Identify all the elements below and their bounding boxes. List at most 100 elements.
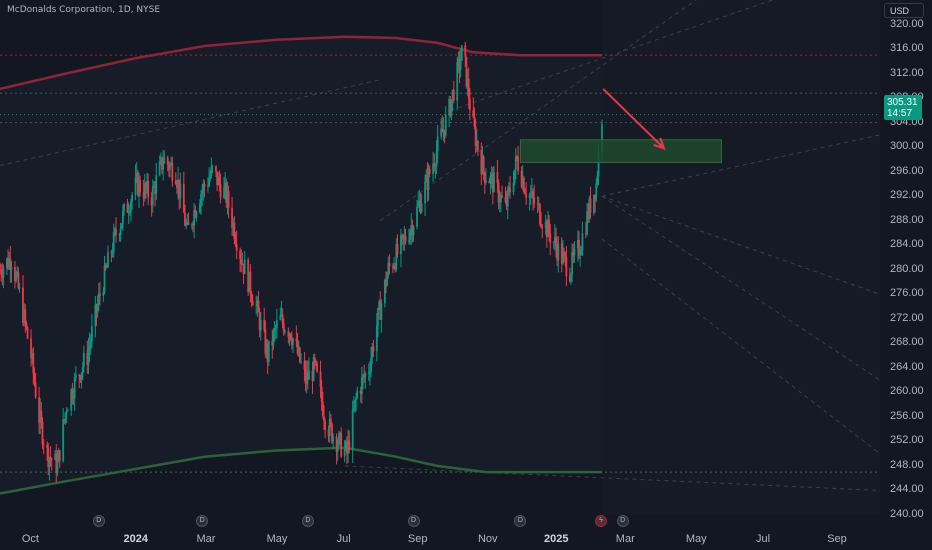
candle-body <box>211 166 214 167</box>
candle-body <box>420 203 423 213</box>
candle-body <box>64 412 67 421</box>
candle-body <box>58 450 61 461</box>
candle-body <box>142 192 145 198</box>
candle-body <box>428 168 431 174</box>
candle-body <box>289 333 292 339</box>
candle-body <box>573 248 576 256</box>
candle-body <box>464 45 467 57</box>
price-tick-label: 316.00 <box>890 42 924 55</box>
candle-body <box>552 242 555 244</box>
candle-body <box>594 194 596 200</box>
candle-body <box>585 233 587 235</box>
candle-body <box>240 258 243 264</box>
candle-body <box>491 173 494 193</box>
dividend-marker-icon[interactable]: D <box>616 515 629 527</box>
candle-body <box>418 200 421 204</box>
candle-body <box>369 371 371 373</box>
candle-body <box>533 197 536 204</box>
candle-body <box>24 309 27 323</box>
candle-body <box>226 190 229 203</box>
candle-body <box>354 399 356 409</box>
candle-body <box>343 448 346 457</box>
price-tick-label: 276.00 <box>890 287 924 300</box>
dividend-marker-icon[interactable]: D <box>407 515 420 527</box>
candle-body <box>539 204 541 224</box>
candle-body <box>218 176 221 185</box>
candle-body <box>233 222 236 240</box>
candle-body <box>113 229 116 232</box>
candle-body <box>497 182 500 203</box>
candle-body <box>50 458 53 460</box>
candle-body <box>426 174 429 191</box>
candle-body <box>119 228 122 235</box>
candle-body <box>241 263 244 265</box>
candle-body <box>363 375 366 378</box>
candle-body <box>483 172 486 183</box>
candle-body <box>377 308 379 326</box>
candle-body <box>560 243 563 264</box>
price-tick-label: 272.00 <box>890 311 924 324</box>
candle-body <box>143 183 146 198</box>
candle-body <box>402 235 405 239</box>
candle-body <box>544 221 547 228</box>
candle-body <box>10 266 13 270</box>
price-tick-label: 268.00 <box>890 336 924 349</box>
candle-body <box>190 224 193 226</box>
dividend-marker-icon[interactable]: D <box>196 515 209 527</box>
time-tick-label: Jul <box>755 533 771 545</box>
candle-body <box>47 447 50 468</box>
candle-body <box>177 179 179 188</box>
candle-body <box>16 271 19 275</box>
candle-body <box>375 325 378 352</box>
dividend-marker-icon[interactable]: D <box>301 515 314 527</box>
candle-body <box>435 151 438 167</box>
candle-body <box>167 164 170 170</box>
candle-body <box>386 275 389 286</box>
candle-body <box>410 225 413 232</box>
candle-body <box>33 373 36 384</box>
candle-body <box>336 444 339 452</box>
candle-body <box>427 168 430 191</box>
currency-selector[interactable]: USD <box>884 3 924 18</box>
candle-body <box>158 161 161 176</box>
candle-body <box>513 169 516 184</box>
candle-body <box>331 423 333 442</box>
overlay-layer <box>0 88 880 163</box>
candle-body <box>383 279 386 304</box>
candle-body <box>295 338 298 342</box>
candle-body <box>525 193 528 198</box>
candle-body <box>512 183 515 193</box>
candle-body <box>385 279 387 286</box>
candle-body <box>370 357 372 372</box>
candle-body <box>110 252 113 254</box>
price-tick-label: 280.00 <box>890 262 924 275</box>
candle-body <box>451 89 454 100</box>
candle-body <box>273 328 276 331</box>
dividend-marker-icon[interactable]: D <box>92 515 105 527</box>
candle-body <box>78 374 81 377</box>
candle-body <box>482 156 485 173</box>
candle-body <box>540 223 542 227</box>
candle-body <box>81 366 84 373</box>
time-tick-label: Nov <box>477 533 498 545</box>
candle-body <box>208 178 210 186</box>
earnings-marker-icon[interactable]: ϟ <box>594 515 607 527</box>
candle-body <box>128 211 131 213</box>
candle-body <box>169 164 171 170</box>
candle-body <box>32 353 35 374</box>
candle-body <box>250 294 253 301</box>
dividend-marker-icon[interactable]: D <box>514 515 527 527</box>
candle-body <box>338 433 340 445</box>
candle-body <box>467 79 470 99</box>
candle-body <box>529 195 532 197</box>
candle-body <box>589 198 592 213</box>
candle-body <box>62 419 65 461</box>
candle-body <box>97 293 100 305</box>
candle-body <box>522 177 525 193</box>
candle-body <box>296 341 299 354</box>
candle-body <box>379 301 382 320</box>
candle-body <box>411 225 414 236</box>
candle-body <box>490 173 493 176</box>
